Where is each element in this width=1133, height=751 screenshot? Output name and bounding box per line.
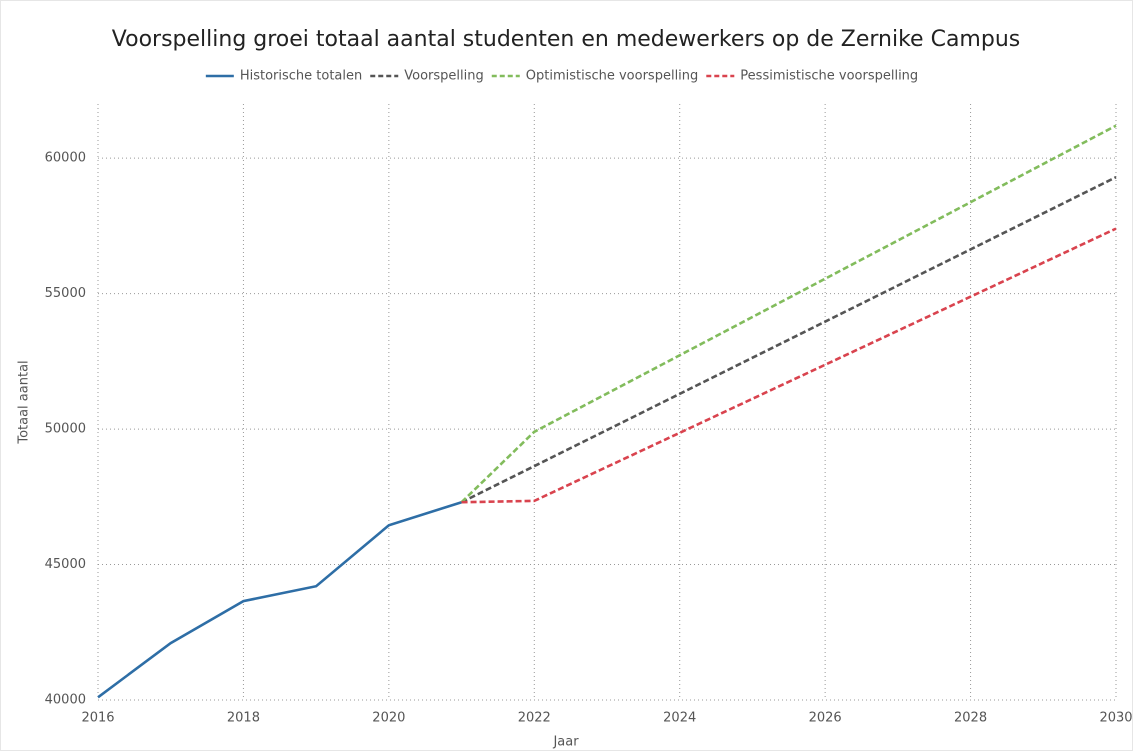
y-tick-label: 60000	[45, 151, 86, 166]
legend: Historische totalen Voorspelling Optimisti…	[205, 69, 918, 84]
x-tick-label: 2022	[518, 711, 551, 726]
legend-label: Historische totalen	[240, 69, 362, 84]
x-tick-label: 2018	[227, 711, 260, 726]
legend-label: Optimistische voorspelling	[526, 69, 699, 84]
x-tick-label: 2020	[372, 711, 405, 726]
x-tick-label: 2016	[81, 711, 114, 726]
x-tick-label: 2026	[809, 711, 842, 726]
legend-label: Pessimistische voorspelling	[740, 69, 918, 84]
y-tick-label: 50000	[45, 422, 86, 437]
y-axis-label: Totaal aantal	[17, 360, 32, 444]
x-tick-label: 2030	[1099, 711, 1132, 726]
x-tick-label: 2024	[663, 711, 696, 726]
series-line	[460, 175, 1117, 504]
y-tick-label: 40000	[45, 693, 86, 708]
chart-title: Voorspelling groei totaal aantal student…	[112, 27, 1020, 52]
x-axis-label: Jaar	[552, 735, 579, 750]
series-line	[460, 124, 1117, 504]
series-line	[97, 500, 462, 699]
y-tick-label: 45000	[45, 557, 86, 572]
x-tick-label: 2028	[954, 711, 987, 726]
series-line	[461, 227, 1117, 504]
y-tick-label: 55000	[45, 286, 86, 301]
legend-label: Voorspelling	[404, 69, 484, 84]
